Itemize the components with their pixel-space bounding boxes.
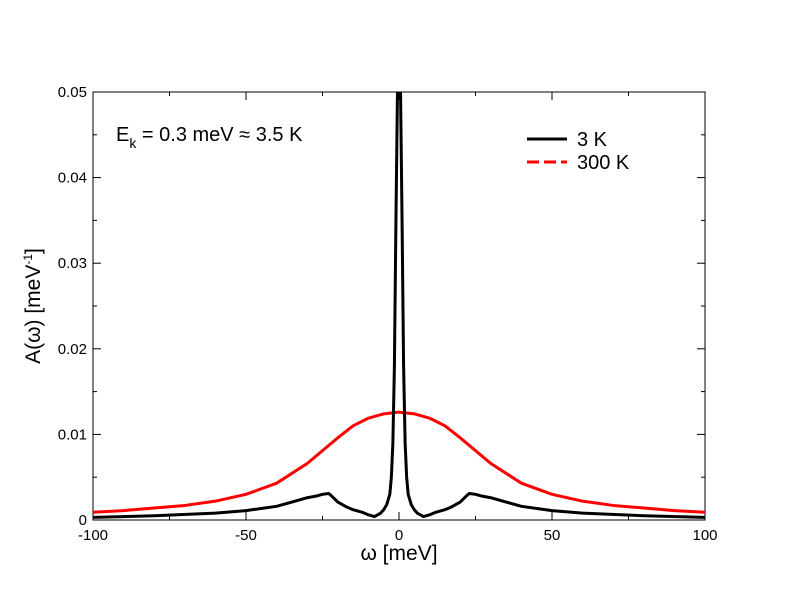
y-axis-title-close: ]	[22, 248, 45, 254]
y-tick-label: 0.02	[58, 341, 87, 358]
legend: 3 K 300 K	[527, 129, 630, 174]
series-layer	[93, 92, 705, 519]
legend-label-300k: 300 K	[577, 152, 630, 174]
y-axis-title: A(ω) [meV-1]	[21, 248, 45, 364]
y-tick-label: 0.04	[58, 170, 87, 187]
y-tick-label: 0	[79, 512, 87, 529]
y-tick-label: 0.05	[58, 84, 87, 101]
legend-label-3k: 3 K	[577, 129, 608, 151]
series-line-300k	[93, 410, 705, 514]
y-axis-title-main: A(ω) [meV	[22, 265, 45, 364]
x-axis-title: ω [meV]	[360, 542, 437, 565]
x-tick-label: -100	[78, 527, 108, 544]
y-axis-title-superscript: -1	[21, 254, 35, 265]
axis-ticks	[92, 91, 706, 521]
energy-annotation: Ek = 0.3 meV ≈ 3.5 K	[116, 124, 303, 151]
x-tick-label: 0	[395, 527, 403, 544]
annotation-base: E	[116, 124, 129, 146]
series-line-3k	[93, 92, 705, 519]
x-tick-label: 50	[544, 527, 561, 544]
x-tick-label: -50	[235, 527, 257, 544]
annotation-subscript: k	[129, 135, 137, 151]
y-tick-label: 0.01	[58, 426, 87, 443]
x-tick-label: 100	[692, 527, 717, 544]
annotation-rest: = 0.3 meV ≈ 3.5 K	[136, 124, 303, 146]
y-tick-label: 0.03	[58, 255, 87, 272]
axis-tick-labels: -100 -50 0 50 100 0 0.01 0.02 0.03 0.04 0.05	[58, 84, 718, 544]
